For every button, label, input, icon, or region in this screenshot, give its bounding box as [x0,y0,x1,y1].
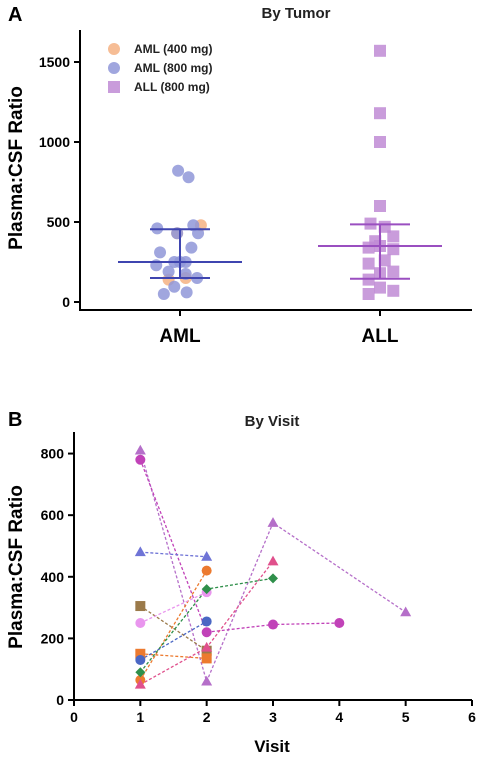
data-point [374,200,386,212]
data-point [378,254,391,267]
panel-b-points [134,444,412,689]
data-point [362,241,375,254]
series-line [139,459,340,633]
data-point [154,246,167,259]
y-tick-label: 0 [56,692,64,708]
series-line [139,450,407,684]
x-tick-label: 6 [468,709,476,725]
data-point [201,584,212,595]
panel-a-median-iqr [118,223,442,280]
panel-b-axes [73,432,472,701]
panel-a-y-ticks: 0 500 1000 1500 [39,54,80,310]
data-point [362,288,375,300]
series-line [140,551,207,558]
panel-b-label: B [8,409,22,431]
data-point [168,280,181,293]
panel-b-x-ticks: 0 1 2 3 4 5 6 [70,700,476,725]
x-tick-label: 5 [402,709,410,725]
data-point [374,136,386,148]
data-point [201,653,212,664]
data-point [180,286,193,299]
data-point [267,517,279,527]
panel-b: B By Visit Plasma:CSF Ratio Visit 020040… [6,409,476,756]
data-point [162,265,175,278]
data-point [374,107,386,120]
legend-marker [108,81,120,93]
data-point [182,171,195,184]
data-point [201,627,212,638]
data-point [201,565,212,576]
data-point [387,284,400,297]
data-point [134,546,146,557]
data-point [157,288,170,300]
panel-b-series-lines [139,450,407,686]
category-label: AML [159,326,201,347]
data-point [201,641,213,652]
panel-b-title: By Visit [245,413,300,430]
panel-a-y-axis-label: Plasma:CSF Ratio [6,86,27,250]
y-tick-label: 0 [62,294,70,310]
data-point [267,555,279,566]
data-point [201,675,213,686]
panel-a-title: By Tumor [262,5,331,22]
data-point [334,617,345,628]
y-tick-label: 500 [47,214,71,230]
series-line [139,570,208,681]
series-line [140,591,207,624]
legend-label: ALL (800 mg) [134,80,210,94]
y-tick-label: 600 [41,507,65,523]
y-tick-label: 400 [41,569,65,585]
y-tick-label: 200 [41,630,65,646]
data-point [134,678,146,689]
data-point [201,551,213,561]
data-point [172,164,185,177]
legend-label: AML (800 mg) [134,61,212,75]
data-point [135,654,146,665]
panel-b-y-ticks: 0 200 400 600 800 [41,446,74,708]
data-point [362,257,375,270]
y-tick-label: 800 [41,446,65,462]
series-line [139,605,208,652]
data-point [201,616,212,627]
panel-a-axes [79,30,472,311]
x-tick-label: 3 [269,709,277,725]
series-line [140,620,207,661]
data-point [135,454,146,465]
legend-marker [108,62,120,74]
data-point [135,601,146,612]
panel-a-x-ticks: AML ALL [159,310,399,347]
data-point [387,265,400,278]
x-tick-label: 0 [70,709,78,725]
data-point [400,606,412,617]
data-point [268,619,278,630]
panel-b-y-axis-label: Plasma:CSF Ratio [6,485,27,649]
legend-marker [108,43,120,55]
data-point [135,617,146,628]
data-point [135,648,146,659]
data-point [185,241,198,254]
data-point [374,281,386,294]
category-label: ALL [362,326,399,347]
panel-a-legend: AML (400 mg) AML (800 mg) ALL (800 mg) [108,42,212,94]
x-tick-label: 2 [203,709,211,725]
x-tick-label: 4 [335,709,343,725]
panel-b-x-axis-label: Visit [254,737,290,756]
y-tick-label: 1500 [39,54,70,70]
data-point [134,444,146,455]
data-point [387,230,400,243]
series-line [140,653,207,660]
data-point [135,667,146,678]
panel-a: A By Tumor Plasma:CSF Ratio 0 500 1000 1500… [6,4,472,347]
data-point [268,573,278,584]
panel-a-label: A [8,4,22,26]
data-point [374,44,386,57]
x-tick-label: 1 [136,709,144,725]
legend-label: AML (400 mg) [134,42,212,56]
y-tick-label: 1000 [39,134,70,150]
